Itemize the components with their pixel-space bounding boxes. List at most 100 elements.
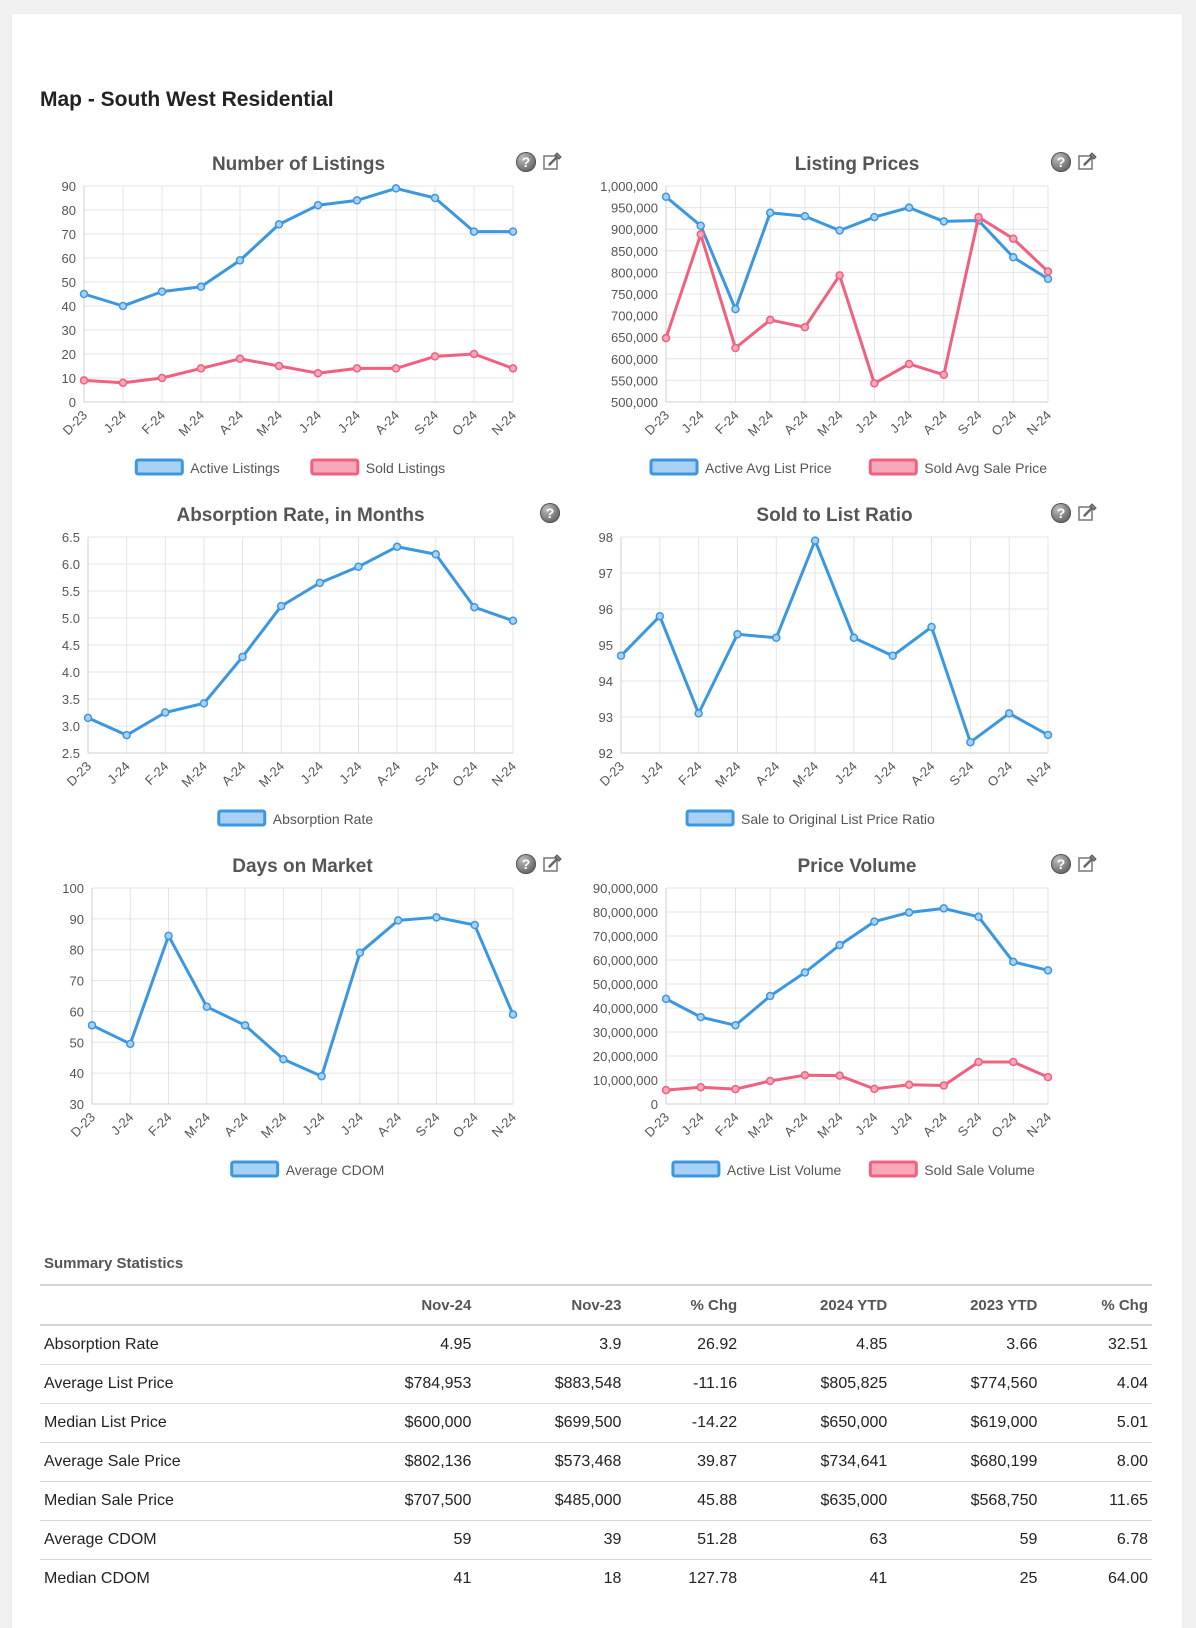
data-point[interactable] (655, 611, 665, 621)
data-point[interactable] (122, 730, 131, 740)
data-point[interactable] (696, 1012, 705, 1022)
data-point[interactable] (202, 1002, 212, 1012)
legend-item-1[interactable]: Sold Listings (310, 458, 445, 476)
data-point[interactable] (235, 354, 245, 364)
data-point[interactable] (313, 200, 323, 210)
legend-item-1[interactable]: Sold Avg Sale Price (868, 458, 1047, 476)
data-point[interactable] (870, 212, 879, 222)
data-point[interactable] (800, 1070, 810, 1080)
data-point[interactable] (696, 221, 705, 230)
data-point[interactable] (616, 651, 626, 661)
data-point[interactable] (974, 912, 983, 922)
data-point[interactable] (470, 920, 479, 930)
data-point[interactable] (79, 376, 89, 385)
settings-icon[interactable] (542, 852, 564, 874)
data-point[interactable] (733, 629, 742, 639)
data-point[interactable] (352, 364, 362, 373)
data-point[interactable] (352, 196, 362, 205)
data-point[interactable] (1009, 1057, 1018, 1067)
data-point[interactable] (391, 184, 401, 193)
data-point[interactable] (765, 315, 775, 325)
data-point[interactable] (317, 1071, 326, 1081)
data-point[interactable] (79, 289, 89, 299)
data-point[interactable] (274, 361, 284, 371)
data-point[interactable] (731, 343, 740, 353)
data-point[interactable] (661, 994, 671, 1004)
data-point[interactable] (765, 208, 775, 218)
data-point[interactable] (765, 1076, 775, 1086)
data-point[interactable] (469, 227, 479, 236)
data-point[interactable] (196, 364, 206, 373)
data-point[interactable] (1043, 1072, 1053, 1082)
data-point[interactable] (238, 652, 247, 662)
data-point[interactable] (849, 633, 859, 643)
data-point[interactable] (731, 1021, 740, 1030)
data-point[interactable] (118, 378, 128, 388)
data-point[interactable] (1043, 966, 1053, 975)
data-point[interactable] (508, 616, 518, 625)
data-point[interactable] (508, 364, 518, 373)
data-point[interactable] (835, 1071, 844, 1080)
data-point[interactable] (355, 948, 365, 958)
data-point[interactable] (888, 651, 897, 661)
data-point[interactable] (432, 913, 441, 922)
data-point[interactable] (430, 352, 440, 361)
data-point[interactable] (800, 968, 810, 977)
data-point[interactable] (276, 601, 286, 611)
data-point[interactable] (508, 1010, 518, 1019)
data-point[interactable] (939, 217, 949, 226)
data-point[interactable] (661, 192, 671, 202)
help-icon[interactable]: ? (516, 854, 536, 874)
data-point[interactable] (157, 287, 167, 296)
data-point[interactable] (904, 359, 914, 369)
legend-item-0[interactable]: Active Listings (134, 458, 280, 476)
data-point[interactable] (392, 542, 402, 551)
data-point[interactable] (800, 211, 810, 221)
data-point[interactable] (354, 562, 363, 571)
data-point[interactable] (157, 373, 167, 383)
data-point[interactable] (196, 282, 206, 292)
data-point[interactable] (274, 220, 284, 229)
data-point[interactable] (870, 379, 879, 388)
data-point[interactable] (508, 227, 518, 236)
data-point[interactable] (315, 578, 325, 588)
data-point[interactable] (661, 333, 671, 343)
legend-item-1[interactable]: Sold Sale Volume (868, 1160, 1035, 1178)
data-point[interactable] (1009, 234, 1018, 243)
data-point[interactable] (393, 916, 403, 925)
data-point[interactable] (904, 1080, 914, 1090)
data-point[interactable] (240, 1021, 250, 1030)
data-point[interactable] (126, 1039, 135, 1049)
data-point[interactable] (974, 1057, 983, 1067)
data-point[interactable] (391, 364, 401, 373)
help-icon[interactable]: ? (1051, 854, 1071, 874)
data-point[interactable] (199, 699, 209, 708)
data-point[interactable] (87, 1021, 97, 1030)
data-point[interactable] (904, 908, 914, 917)
data-point[interactable] (1009, 957, 1018, 967)
settings-icon[interactable] (1077, 501, 1099, 523)
data-point[interactable] (235, 256, 245, 265)
data-point[interactable] (974, 212, 983, 222)
data-point[interactable] (731, 304, 740, 314)
data-point[interactable] (772, 633, 781, 643)
data-point[interactable] (765, 991, 775, 1001)
legend-item-0[interactable]: Sale to Original List Price Ratio (685, 809, 935, 827)
data-point[interactable] (696, 1082, 705, 1092)
data-point[interactable] (1043, 274, 1053, 284)
help-icon[interactable]: ? (516, 152, 536, 172)
data-point[interactable] (810, 536, 820, 545)
data-point[interactable] (731, 1084, 740, 1094)
data-point[interactable] (835, 940, 844, 950)
legend-item-0[interactable]: Absorption Rate (217, 809, 374, 827)
data-point[interactable] (966, 737, 975, 747)
data-point[interactable] (161, 708, 170, 717)
data-point[interactable] (1004, 709, 1014, 718)
data-point[interactable] (1043, 730, 1053, 740)
settings-icon[interactable] (1077, 150, 1099, 172)
data-point[interactable] (313, 368, 323, 378)
data-point[interactable] (694, 709, 703, 718)
data-point[interactable] (870, 917, 879, 926)
legend-item-0[interactable]: Active List Volume (671, 1160, 842, 1178)
data-point[interactable] (118, 301, 128, 311)
